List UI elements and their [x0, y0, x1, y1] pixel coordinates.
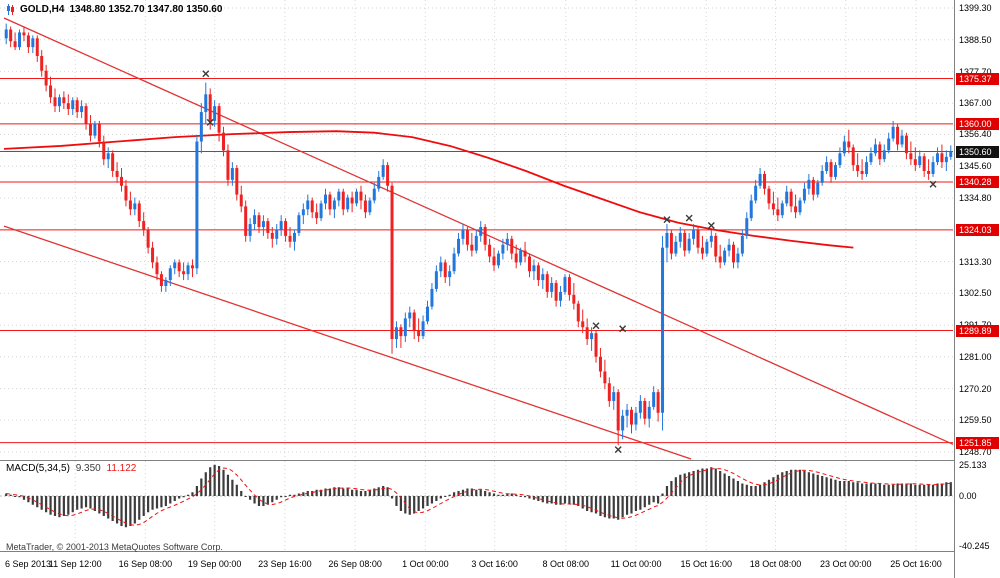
price-level-lines[interactable] [0, 78, 953, 444]
current-price-tag: 1350.60 [956, 145, 999, 158]
price-tick: 1270.20 [959, 383, 992, 394]
price-tick: 1399.30 [959, 2, 992, 13]
macd-tick: -40.245 [959, 541, 990, 552]
time-label: 8 Oct 08:00 [542, 559, 590, 569]
price-level-tag: 1251.85 [956, 436, 999, 449]
time-label: 23 Sep 16:00 [258, 559, 312, 569]
macd-label: MACD(5,34,5) 9.350 11.122 [6, 463, 136, 474]
time-label: 18 Oct 08:00 [749, 559, 802, 569]
chart-title: GOLD,H4 1348.80 1352.70 1347.80 1350.60 [6, 4, 222, 15]
price-tick: 1367.00 [959, 98, 992, 109]
watermark: MetaTrader, © 2001-2013 MetaQuotes Softw… [6, 542, 223, 552]
price-tick: 1334.80 [959, 193, 992, 204]
time-label: 23 Oct 00:00 [819, 559, 872, 569]
price-tick: 1302.50 [959, 288, 992, 299]
candles [4, 23, 953, 446]
ohlc-values: 1348.80 1352.70 1347.80 1350.60 [69, 4, 223, 15]
time-label: 11 Sep 12:00 [48, 559, 102, 569]
symbol-name: GOLD,H4 [20, 4, 65, 15]
price-tick: 1345.60 [959, 161, 992, 172]
price-tick: 1259.50 [959, 415, 992, 426]
price-tick: 1377.70 [959, 67, 992, 77]
macd-histogram [5, 464, 952, 528]
grid [0, 0, 953, 551]
time-label: 1 Oct 00:00 [402, 559, 449, 569]
time-label: 19 Sep 00:00 [187, 559, 242, 569]
time-label: 25 Oct 16:00 [890, 559, 942, 569]
price-level-tag: 1375.37 [956, 72, 999, 85]
time-label: 26 Sep 08:00 [328, 559, 382, 569]
macd-signal-line [6, 467, 951, 526]
trade-markers [202, 70, 937, 454]
price-level-tag: 1360.00 [956, 117, 999, 130]
macd-tick: 0.00 [959, 491, 977, 501]
macd-name: MACD(5,34,5) [6, 463, 70, 474]
time-axis[interactable]: 6 Sep 2013 11 Sep 12:00 16 Sep 08:00 19 Sep… [0, 552, 954, 578]
time-label: 3 Oct 16:00 [471, 559, 518, 569]
price-tick: 1356.40 [959, 129, 992, 140]
price-tick: 1281.00 [959, 351, 992, 362]
price-level-tag: 1340.28 [956, 175, 999, 188]
macd-value: 9.350 [75, 463, 101, 474]
price-axis[interactable]: 1399.30 1388.50 1377.70 1367.00 1356.40 1345.… [954, 0, 1000, 578]
price-tick: 1313.30 [959, 256, 992, 267]
trend-lines[interactable] [3, 17, 954, 460]
macd-signal-value: 11.122 [106, 463, 137, 474]
time-label: 15 Oct 16:00 [680, 559, 733, 569]
time-label: 6 Sep 2013 [4, 559, 51, 569]
price-tick: 1388.50 [959, 34, 992, 45]
macd-tick: 25.133 [959, 459, 987, 470]
time-label: 16 Sep 08:00 [118, 559, 173, 569]
price-tick: 1248.70 [959, 446, 992, 457]
moving-average-line[interactable] [3, 130, 854, 249]
price-level-tag: 1289.89 [956, 324, 999, 337]
price-level-tag: 1324.03 [956, 223, 999, 236]
time-label: 11 Oct 00:00 [610, 559, 662, 569]
candlestick-icon [7, 4, 14, 15]
